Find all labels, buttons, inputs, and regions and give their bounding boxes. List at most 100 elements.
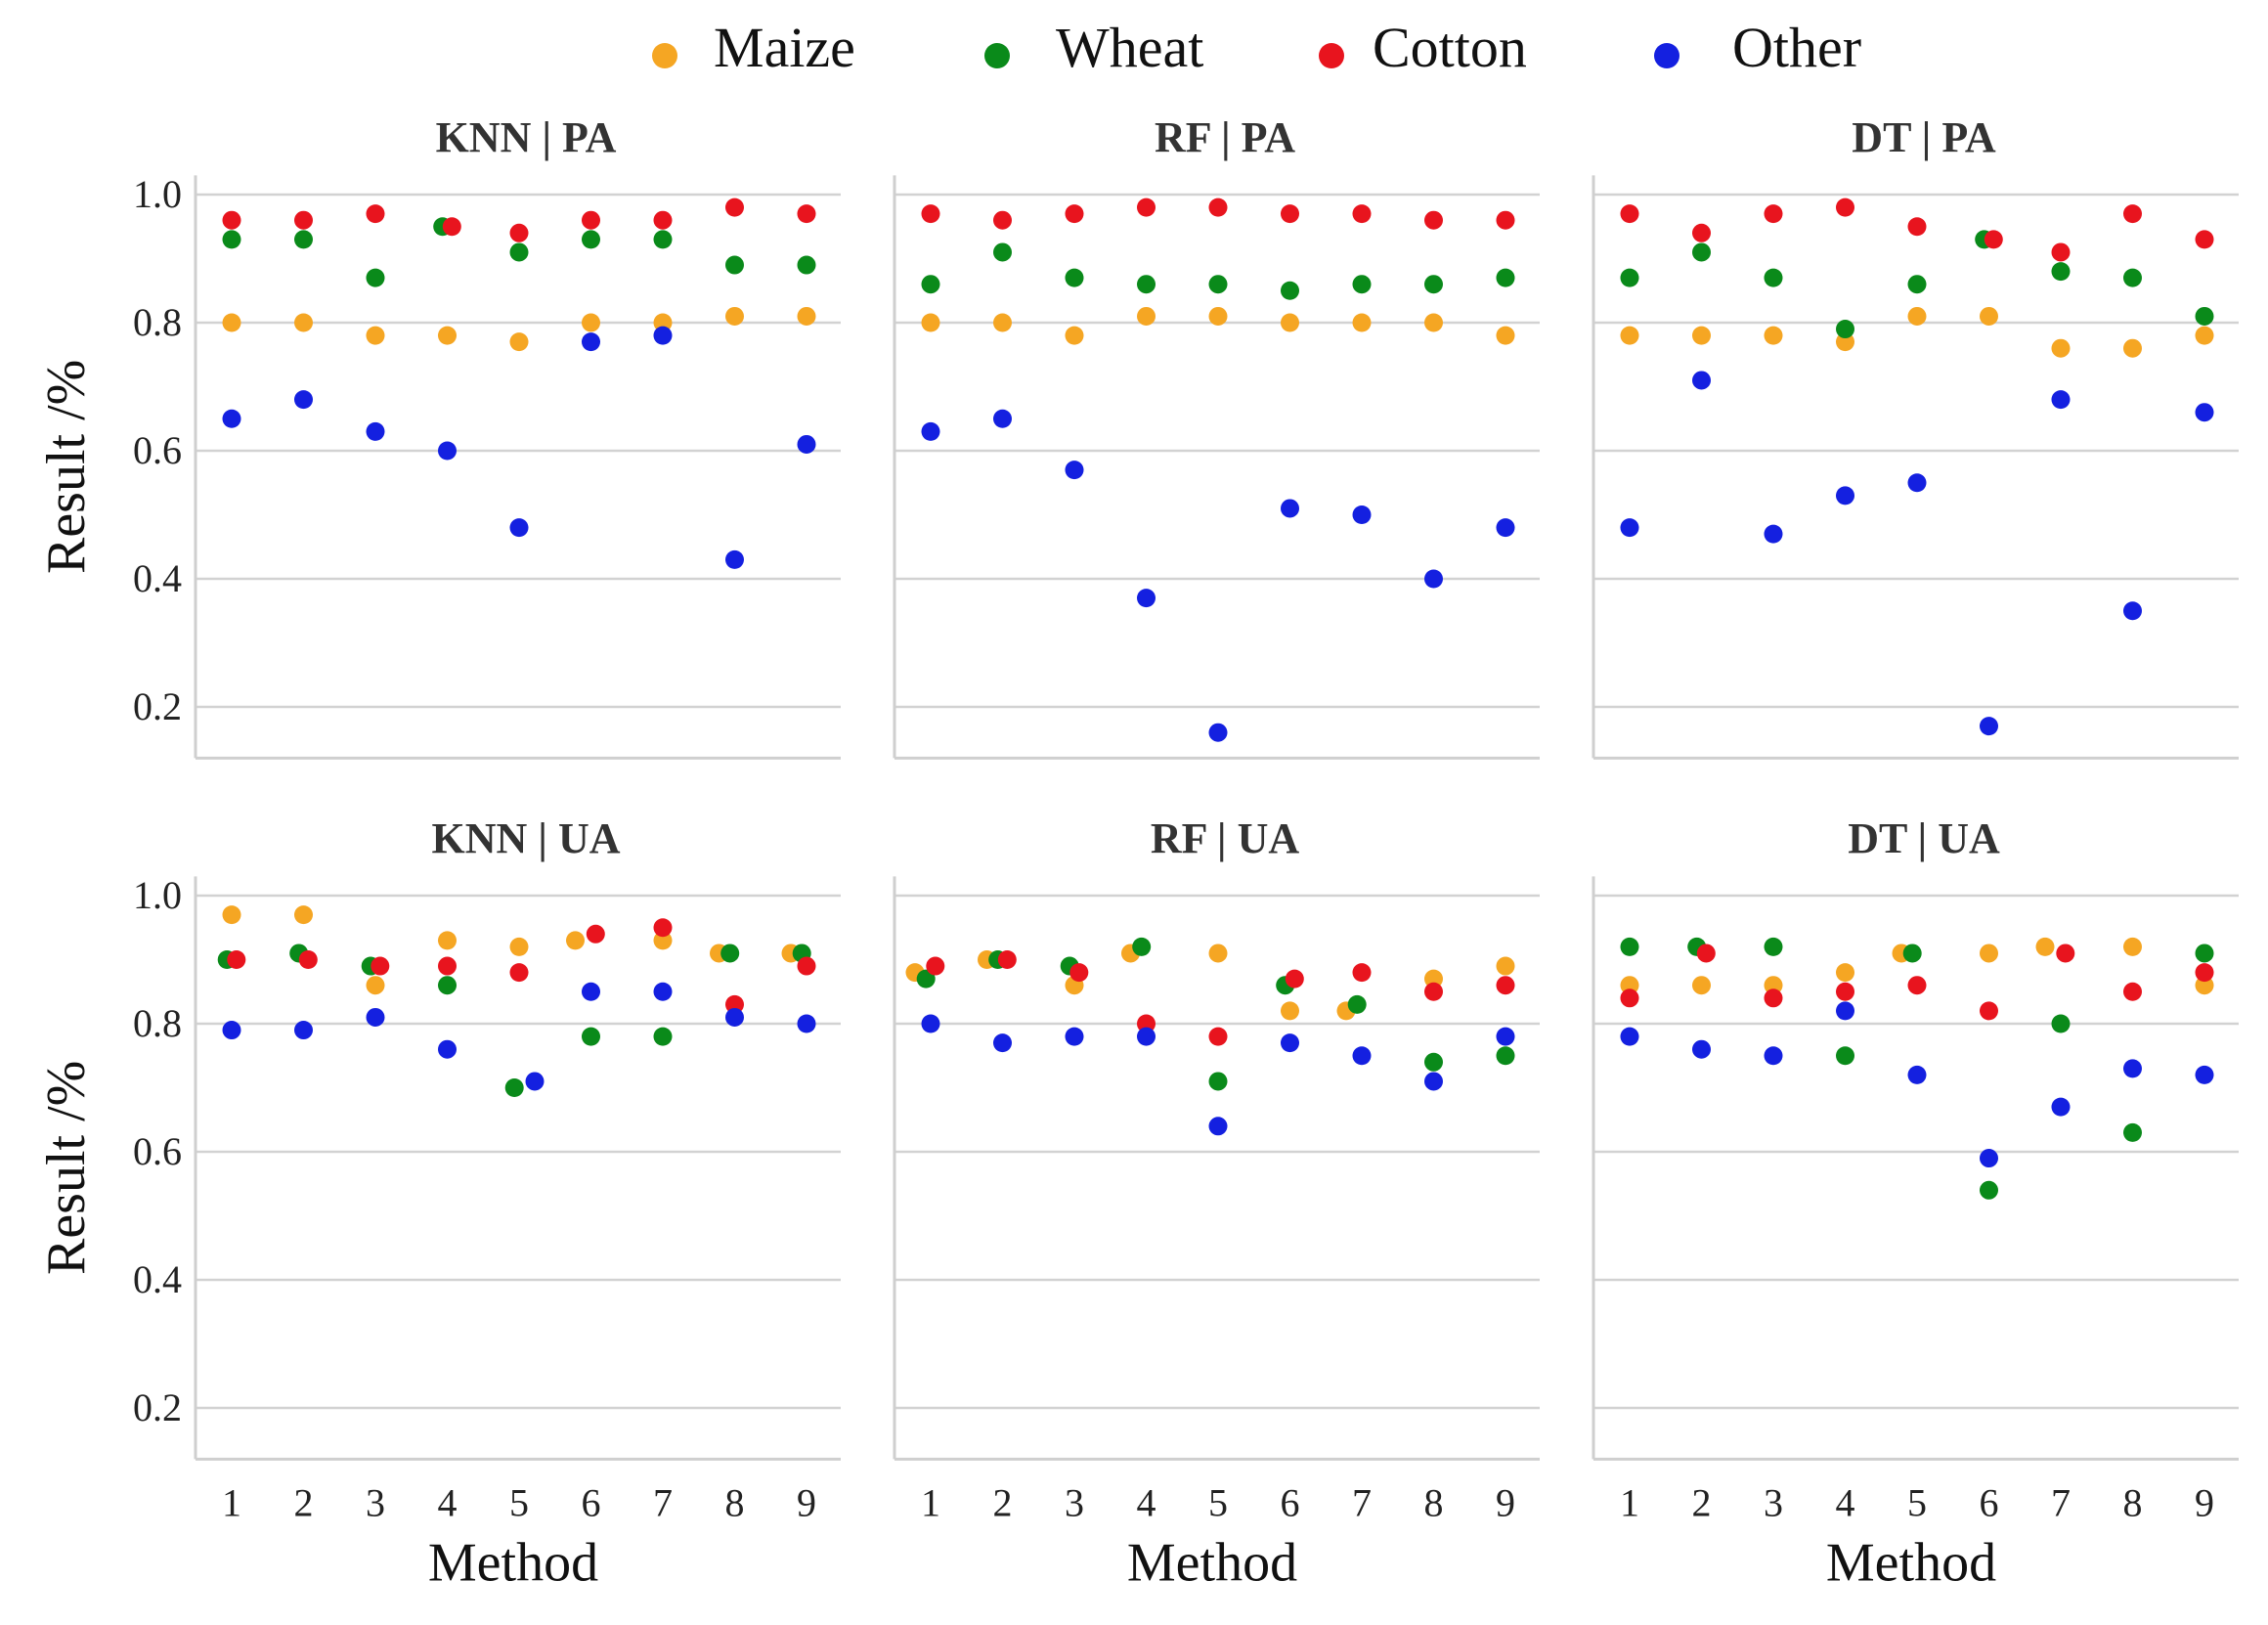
- x-tick-label: 4: [438, 1480, 458, 1524]
- point-other-method-2: [993, 409, 1012, 428]
- point-other-method-4: [1836, 1001, 1854, 1021]
- point-other-method-7: [653, 326, 673, 345]
- point-maize-method-9: [2195, 326, 2214, 345]
- legend-marker-wheat: [984, 43, 1010, 68]
- point-cotton-method-9: [1496, 976, 1515, 995]
- point-maize-method-3: [366, 326, 385, 345]
- x-tick-label: 6: [582, 1480, 601, 1524]
- point-wheat-method-5: [509, 242, 529, 262]
- point-maize-method-7: [1352, 313, 1372, 332]
- point-cotton-method-1: [1620, 988, 1639, 1008]
- y-tick-label: 0.8: [133, 300, 182, 344]
- point-cotton-method-7: [2056, 944, 2075, 963]
- x-tick-label: 9: [1496, 1480, 1515, 1524]
- point-other-method-5: [1907, 1065, 1927, 1084]
- point-wheat-method-4: [1836, 320, 1854, 339]
- point-maize-method-5: [1907, 306, 1927, 326]
- point-cotton-method-5: [509, 963, 529, 983]
- y-tick-label: 1.0: [133, 172, 182, 216]
- y-tick-label: 0.2: [133, 1385, 182, 1429]
- point-cotton-method-1: [227, 950, 246, 969]
- point-wheat-method-5: [1902, 944, 1922, 963]
- point-maize-method-8: [2123, 338, 2142, 358]
- point-wheat-method-1: [222, 230, 241, 249]
- point-maize-method-8: [2123, 937, 2142, 956]
- y-tick-label: 0.6: [133, 428, 182, 472]
- point-wheat-method-9: [797, 255, 816, 275]
- y-tick-label: 1.0: [133, 873, 182, 917]
- point-cotton-method-4: [1836, 198, 1854, 217]
- point-other-method-5: [1208, 1117, 1228, 1136]
- y-tick-label: 0.2: [133, 684, 182, 728]
- point-other-method-1: [1620, 1027, 1639, 1046]
- legend-label-maize: Maize: [714, 16, 855, 79]
- point-wheat-method-8: [720, 944, 740, 963]
- point-wheat-method-1: [1620, 268, 1639, 287]
- point-wheat-method-8: [725, 255, 744, 275]
- panel-6: DT | UA 1 2 3 4 5 6 7 8 9 Method: [1592, 814, 2239, 1593]
- point-other-method-3: [1065, 1027, 1084, 1046]
- point-maize-method-4: [1836, 332, 1854, 352]
- point-cotton-method-6: [1984, 230, 2003, 249]
- x-tick-label: 2: [993, 1480, 1013, 1524]
- x-tick-label: 4: [1137, 1480, 1156, 1524]
- point-wheat-method-3: [366, 268, 385, 287]
- point-cotton-method-8: [725, 994, 744, 1014]
- point-other-method-7: [2051, 1097, 2071, 1117]
- point-other-method-6: [1281, 1033, 1299, 1053]
- point-other-method-2: [294, 390, 313, 410]
- point-wheat-method-5: [1208, 275, 1228, 294]
- y-tick-label: 0.4: [133, 556, 182, 600]
- point-cotton-method-2: [1692, 223, 1711, 242]
- point-other-method-4: [1137, 589, 1156, 608]
- point-wheat-method-8: [2123, 1122, 2142, 1142]
- point-cotton-method-8: [1424, 210, 1443, 230]
- point-wheat-method-7: [1352, 275, 1372, 294]
- point-other-method-2: [1692, 1039, 1711, 1059]
- point-other-method-9: [2195, 403, 2214, 422]
- x-tick-label: 5: [509, 1480, 529, 1524]
- point-maize-method-4: [1836, 963, 1854, 983]
- point-cotton-method-6: [582, 210, 600, 230]
- point-other-method-7: [1352, 1046, 1372, 1066]
- point-cotton-method-9: [797, 956, 816, 976]
- point-maize-method-7: [2035, 937, 2055, 956]
- point-cotton-method-7: [653, 918, 673, 938]
- point-wheat-method-3: [1764, 268, 1783, 287]
- point-wheat-method-9: [2195, 306, 2214, 326]
- point-maize-method-6: [1281, 313, 1299, 332]
- panel-title: DT | PA: [1852, 113, 1996, 161]
- point-other-method-3: [1065, 461, 1084, 480]
- point-maize-method-9: [1496, 326, 1515, 345]
- point-wheat-method-9: [2195, 944, 2214, 963]
- panel-title: RF | UA: [1151, 814, 1299, 862]
- point-wheat-method-6: [1281, 281, 1299, 300]
- legend-label-other: Other: [1732, 16, 1861, 79]
- point-maize-method-9: [2195, 976, 2214, 995]
- point-wheat-method-7: [653, 1027, 673, 1046]
- point-maize-method-4: [1137, 306, 1156, 326]
- point-wheat-method-1: [921, 275, 940, 294]
- point-cotton-method-1: [1620, 204, 1639, 224]
- point-wheat-method-8: [1424, 1052, 1443, 1072]
- point-wheat-method-8: [1424, 275, 1443, 294]
- y-axis-label: Result /%: [36, 360, 97, 574]
- point-cotton-method-9: [2195, 963, 2214, 983]
- x-axis-label: Method: [1826, 1532, 1996, 1593]
- point-maize-method-6: [1980, 306, 1998, 326]
- x-tick-label: 8: [1424, 1480, 1444, 1524]
- point-other-method-3: [1764, 1046, 1783, 1066]
- point-other-method-3: [366, 421, 385, 441]
- point-other-method-8: [1424, 1072, 1443, 1091]
- point-wheat-method-2: [993, 242, 1012, 262]
- point-maize-method-5: [509, 332, 529, 352]
- panel-title: DT | UA: [1848, 814, 2000, 862]
- point-other-method-9: [1496, 1027, 1515, 1046]
- x-axis-label: Method: [1127, 1532, 1297, 1593]
- point-cotton-method-5: [509, 223, 529, 242]
- y-tick-label: 0.4: [133, 1257, 182, 1301]
- x-tick-label: 7: [653, 1480, 673, 1524]
- panels: KNN | PA 0.2 0.4 0.6 0.8 1.0 Result /% RF | PA D…: [36, 113, 2239, 1593]
- point-cotton-method-9: [1496, 210, 1515, 230]
